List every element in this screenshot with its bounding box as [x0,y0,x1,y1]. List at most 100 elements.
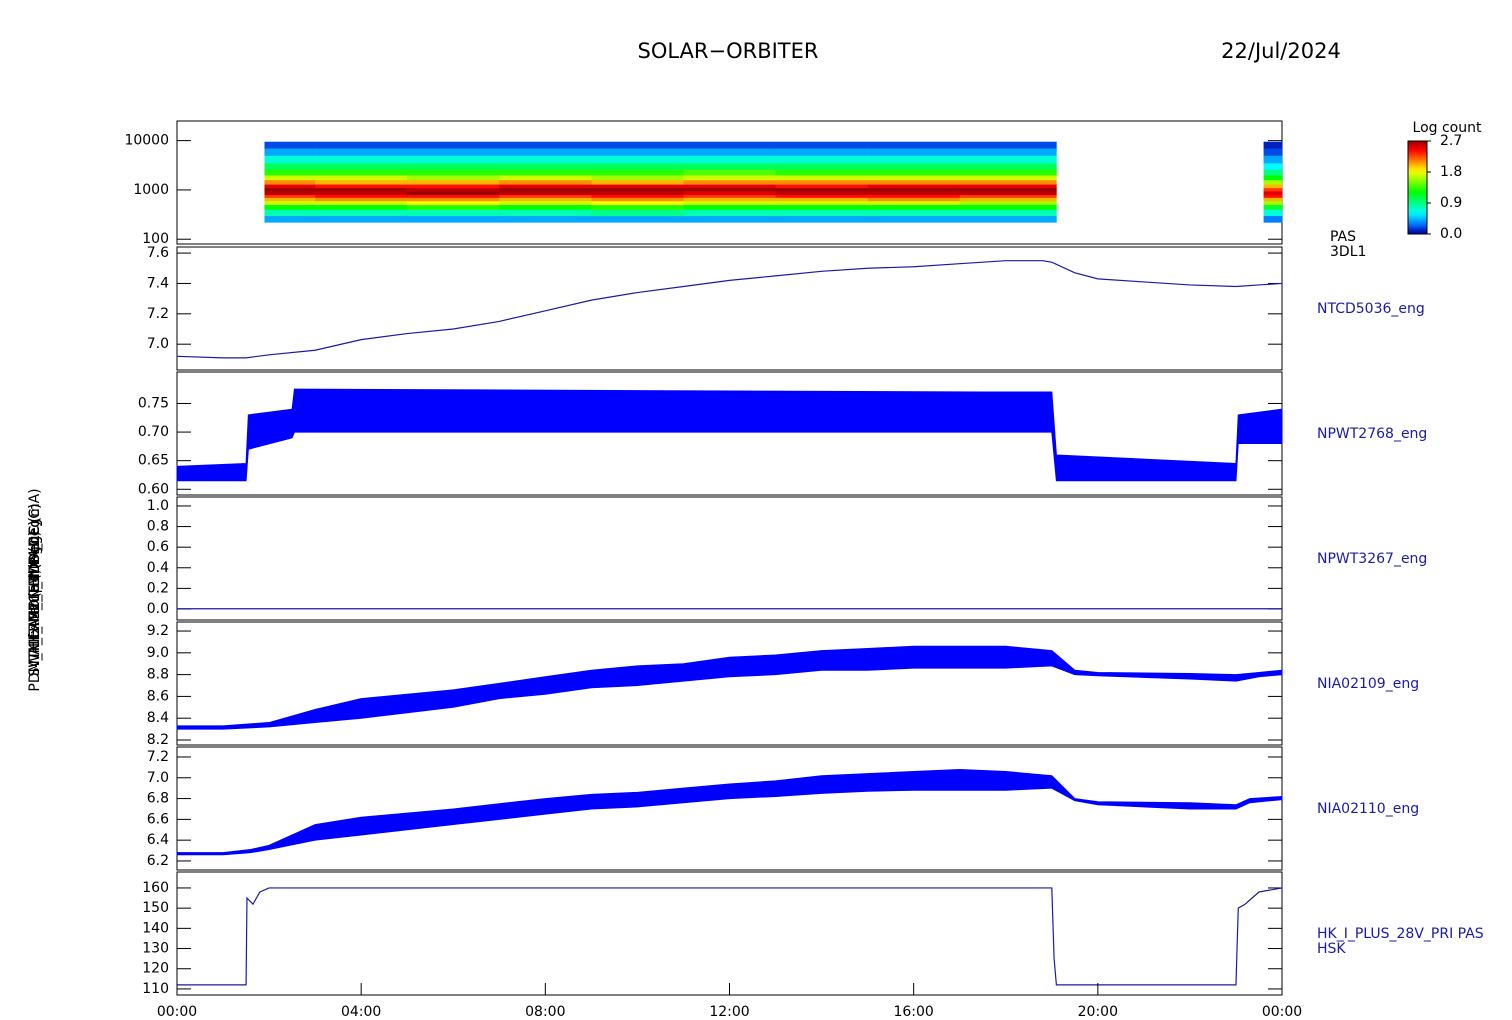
y-tick-label: 0.75 [138,395,169,411]
heatmap-cell [407,163,500,170]
heatmap-cell [959,215,1057,223]
right-label: NTCD5036_eng [1317,301,1425,317]
heatmap-cell [264,184,316,189]
heatmap-cell [264,204,316,210]
heatmap-cell [264,191,316,195]
data-line [176,260,1283,359]
y-tick-label: 7.2 [147,306,169,322]
heatmap-cell [315,184,408,189]
heatmap-cell [683,200,776,206]
y-tick-label: 8.8 [147,667,169,683]
y-tick-label: 8.4 [147,710,169,726]
heatmap-cell [407,200,500,206]
y-tick-label: 6.2 [147,853,169,869]
heatmap-cell [591,191,684,195]
heatmap-cell [683,187,776,192]
heatmap-cell [775,155,868,164]
heatmap-cell [1263,141,1283,149]
heatmap-cell [683,155,776,164]
data-line [177,887,1283,986]
colorbar-tick-label: 1.8 [1440,164,1462,180]
heatmap-cell [499,184,592,189]
heatmap-cell [499,194,592,198]
y-tick-label: 130 [142,941,169,957]
y-tick-label: 110 [142,981,169,997]
heatmap-cell [591,175,684,181]
heatmap-cell [867,141,961,149]
heatmap-cell [407,141,500,149]
right-label: NIA02110_eng [1317,801,1419,817]
x-tick-label: 16:00 [893,1004,933,1020]
heatmap-cell [1263,200,1283,206]
right-label: NIA02109_eng [1317,676,1419,692]
y-tick-label: 6.6 [147,811,169,827]
panel-frame [176,246,1283,371]
heatmap-cell [591,209,684,216]
colorbar [1407,140,1428,235]
heatmap-cell [683,141,776,149]
heatmap-cell [1263,184,1283,189]
y-tick-label: 100 [142,231,169,247]
heatmap-cell [959,163,1057,170]
heatmap-cell [775,169,868,176]
heatmap-cell [867,200,961,206]
date: 22/Jul/2024 [1221,39,1341,63]
heatmap-cell [407,204,500,210]
y-axis-title: SWA_EAS2_TEMP (DegC) [27,503,43,676]
heatmap-cell [867,175,961,181]
heatmap-cell [407,194,500,198]
data-band [176,388,1283,482]
heatmap-cell [407,148,500,156]
heatmap-cell [591,204,684,210]
panel-frame [176,621,1283,746]
panel-frame [176,746,1283,871]
heatmap-cell [407,215,500,223]
heatmap-cell [591,141,684,149]
heatmap-cell [1263,175,1283,181]
heatmap-cell [959,200,1057,206]
data-band [176,645,1283,730]
y-axis-title: THERM_CH1 (DegC) [27,520,43,660]
x-tick-label: 12:00 [709,1004,749,1020]
heatmap-cell [775,197,868,202]
heatmap-cell [959,197,1057,202]
y-tick-label: 1000 [133,182,169,198]
data-band [176,768,1283,856]
heatmap-cell [499,197,592,202]
y-tick-label: 9.0 [147,645,169,661]
heatmap-cell [315,187,408,192]
heatmap-cell [959,209,1057,216]
heatmap-cell [499,191,592,195]
heatmap-cell [264,200,316,206]
panel-frame [176,496,1283,621]
heatmap-cell [591,184,684,189]
heatmap-cell [264,148,316,156]
heatmap-cell [1263,169,1283,176]
colorbar-tick-label: 2.7 [1440,133,1462,149]
heatmap-cell [499,179,592,185]
heatmap-cell [775,163,868,170]
heatmap-cell [867,209,961,216]
panel: 110 120 130 140 150 160 HK_I_PLUS_28V_PRI PASH… [27,488,1484,1020]
heatmap-cell [499,215,592,223]
heatmap-cell [264,194,316,198]
heatmap-cell [499,200,592,206]
heatmap-cell [499,209,592,216]
heatmap-cell [1263,209,1283,216]
y-tick-label: 8.2 [147,732,169,748]
y-tick-label: 6.8 [147,791,169,807]
right-label: HK_I_PLUS_28V_PRI PAS [1317,926,1484,942]
heatmap-cell [1263,163,1283,170]
heatmap-cell [959,148,1057,156]
heatmap-cell [315,163,408,170]
heatmap-cell [683,197,776,202]
heatmap-cell [775,194,868,198]
heatmap-cell [1263,187,1283,192]
heatmap-cell [867,191,961,195]
heatmap-cell [264,175,316,181]
right-label: 3DL1 [1330,244,1366,260]
heatmap-cell [499,141,592,149]
y-tick-label: 0.2 [147,580,169,596]
heatmap-cell [683,194,776,198]
